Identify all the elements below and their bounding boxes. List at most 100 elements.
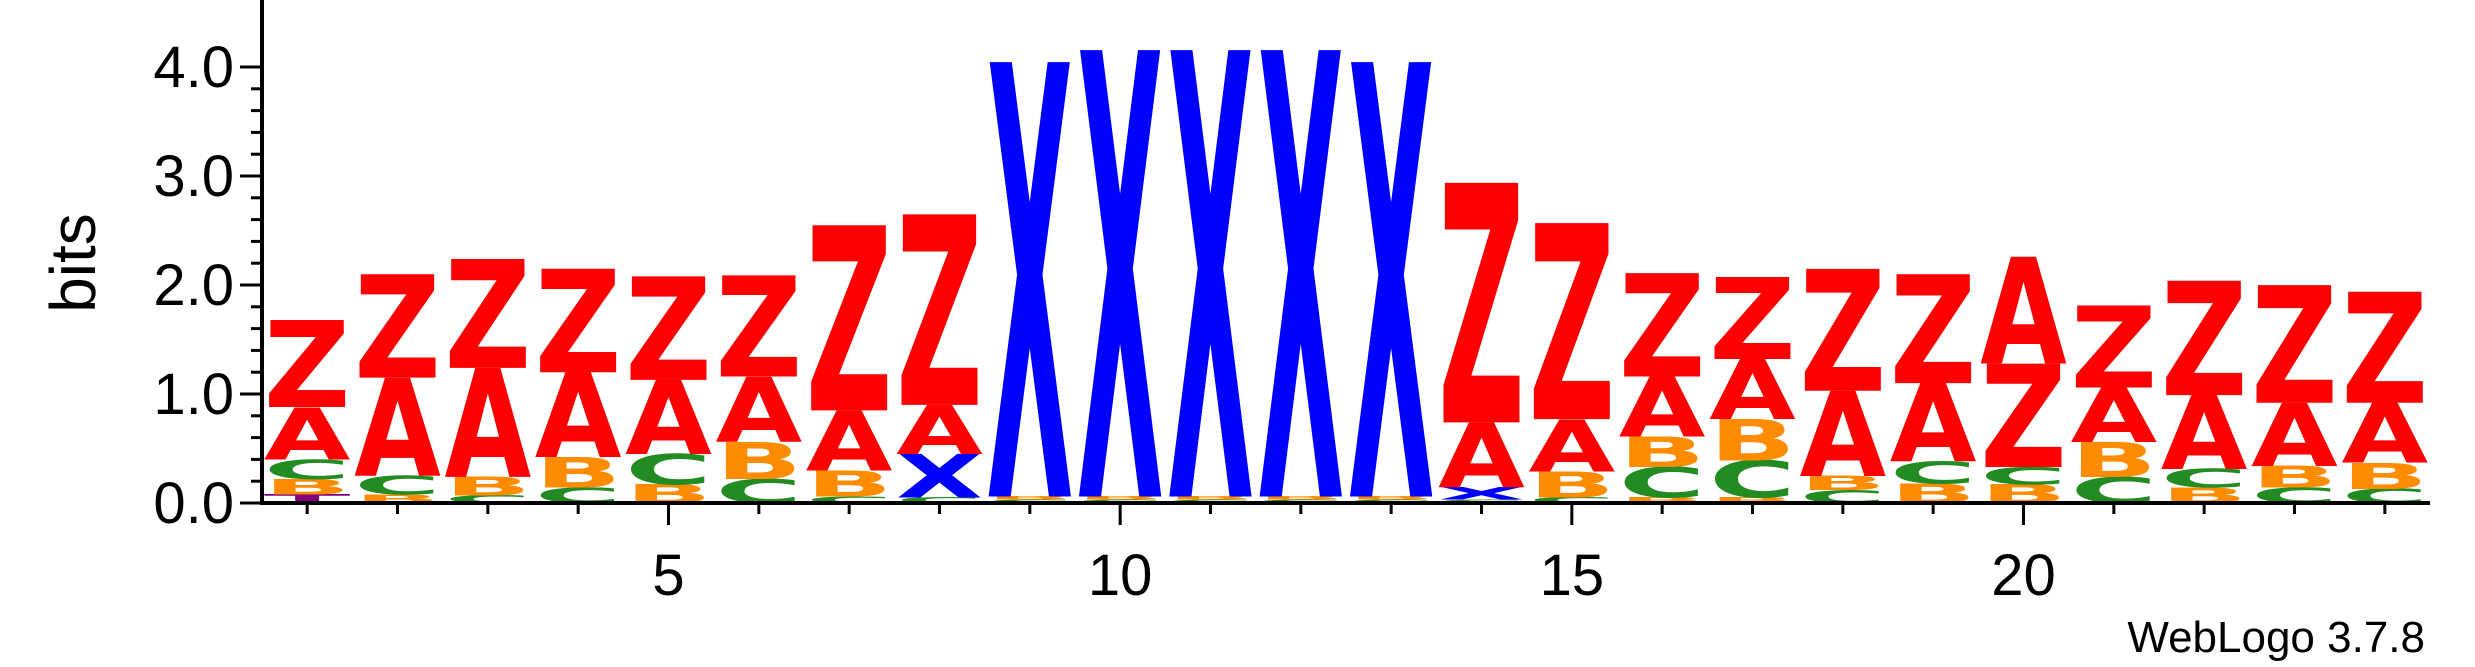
logo-glyph-b: B xyxy=(444,472,531,501)
logo-glyph-b: B xyxy=(986,496,1073,501)
logo-glyph-z: Z xyxy=(1528,171,1615,484)
x-tick-label: 10 xyxy=(1088,543,1153,608)
logo-glyph-c: C xyxy=(1619,459,1706,508)
logo-glyph-z: Z xyxy=(1890,244,1977,418)
logo-glyph-b: B xyxy=(2341,456,2428,498)
logo-glyph-z: Z xyxy=(1619,245,1706,410)
y-tick-label: 0.0 xyxy=(153,471,234,536)
logo-glyph-c: C xyxy=(354,471,441,500)
logo-glyph-x: X xyxy=(1077,0,1164,641)
logo-glyph-stacks: TBCAZBCAZCBAZCBAZBCAZCBAZCBAZCXAZCBXCBXC… xyxy=(264,0,2428,641)
logo-glyph-a: A xyxy=(806,395,893,490)
logo-glyph-z: Z xyxy=(896,162,983,467)
logo-glyph-c: C xyxy=(1709,451,1796,510)
logo-glyph-a: A xyxy=(1438,405,1525,509)
logo-glyph-z: Z xyxy=(1709,256,1796,386)
logo-column-11: CBX xyxy=(1167,0,1254,641)
logo-glyph-a: A xyxy=(535,349,622,485)
axes: 0.0 1.0 2.0 3.0 4.0 5 10 15 20 xyxy=(153,0,2430,608)
logo-glyph-x: X xyxy=(1167,0,1254,641)
logo-glyph-a: A xyxy=(1980,228,2067,399)
logo-glyph-x: X xyxy=(986,0,1073,638)
logo-glyph-c: C xyxy=(625,446,712,495)
logo-glyph-a: A xyxy=(1709,344,1796,439)
logo-glyph-b: B xyxy=(1619,428,1706,477)
logo-glyph-c: C xyxy=(2161,465,2248,494)
logo-glyph-c: C xyxy=(896,496,983,505)
logo-glyph-a: A xyxy=(1619,361,1706,456)
logo-glyph-z: Z xyxy=(2251,254,2338,441)
x-tick-label: 15 xyxy=(1540,543,1605,608)
logo-glyph-a: A xyxy=(1528,406,1615,489)
logo-glyph-z: Z xyxy=(1799,237,1886,431)
logo-glyph-a: A xyxy=(444,339,531,513)
logo-glyph-c: C xyxy=(1528,496,1615,505)
logo-glyph-a: A xyxy=(354,352,441,508)
y-tick-label: 2.0 xyxy=(153,253,234,318)
logo-glyph-z: Z xyxy=(2161,250,2248,432)
logo-glyph-z: Z xyxy=(1438,119,1525,500)
logo-glyph-b: B xyxy=(1167,496,1254,501)
logo-glyph-z: Z xyxy=(444,229,531,403)
logo-column-9: CBX xyxy=(986,0,1073,638)
x-tick-label: 5 xyxy=(652,543,684,608)
logo-glyph-b: B xyxy=(1799,472,1886,495)
logo-glyph-a: A xyxy=(2341,387,2428,482)
y-tick-label: 3.0 xyxy=(153,144,234,209)
logo-column-10: CBX xyxy=(1077,0,1164,641)
x-tick-label: 20 xyxy=(1991,543,2056,608)
logo-glyph-b: B xyxy=(715,432,802,491)
logo-glyph-a: A xyxy=(2161,376,2248,494)
logo-glyph-a: A xyxy=(264,394,351,477)
logo-glyph-z: Z xyxy=(1980,335,2067,500)
logo-glyph-x: X xyxy=(1348,0,1435,638)
logo-glyph-a: A xyxy=(625,361,712,479)
logo-glyph-z: Z xyxy=(806,175,893,471)
logo-glyph-b: B xyxy=(1709,409,1796,475)
logo-glyph-z: Z xyxy=(2070,284,2157,414)
logo-glyph-a: A xyxy=(896,391,983,470)
logo-glyph-b: B xyxy=(535,449,622,498)
logo-glyph-b: B xyxy=(1709,496,1796,505)
logo-glyph-z: Z xyxy=(535,240,622,405)
logo-glyph-z: Z xyxy=(264,297,351,436)
logo-glyph-a: A xyxy=(2251,386,2338,487)
logo-glyph-c: C xyxy=(1980,463,2067,491)
logo-glyph-c: C xyxy=(1890,456,1977,491)
y-tick-label: 1.0 xyxy=(153,362,234,427)
logo-glyph-c: C xyxy=(264,454,351,485)
logo-glyph-a: A xyxy=(1890,362,1977,487)
logo-glyph-a: A xyxy=(715,359,802,463)
y-axis-label: bits xyxy=(37,213,109,313)
logo-glyph-z: Z xyxy=(625,248,712,413)
logo-glyph-z: Z xyxy=(354,246,441,411)
logo-glyph-b: B xyxy=(1077,496,1164,501)
logo-glyph-x: X xyxy=(1438,484,1525,503)
logo-glyph-x: X xyxy=(1257,0,1344,641)
logo-column-13: CBX xyxy=(1348,0,1435,638)
logo-glyph-x: X xyxy=(896,442,983,512)
logo-column-12: CBX xyxy=(1257,0,1344,641)
logo-glyph-b: B xyxy=(806,463,893,505)
logo-glyph-c: C xyxy=(806,495,893,505)
logo-glyph-b: B xyxy=(1619,496,1706,505)
